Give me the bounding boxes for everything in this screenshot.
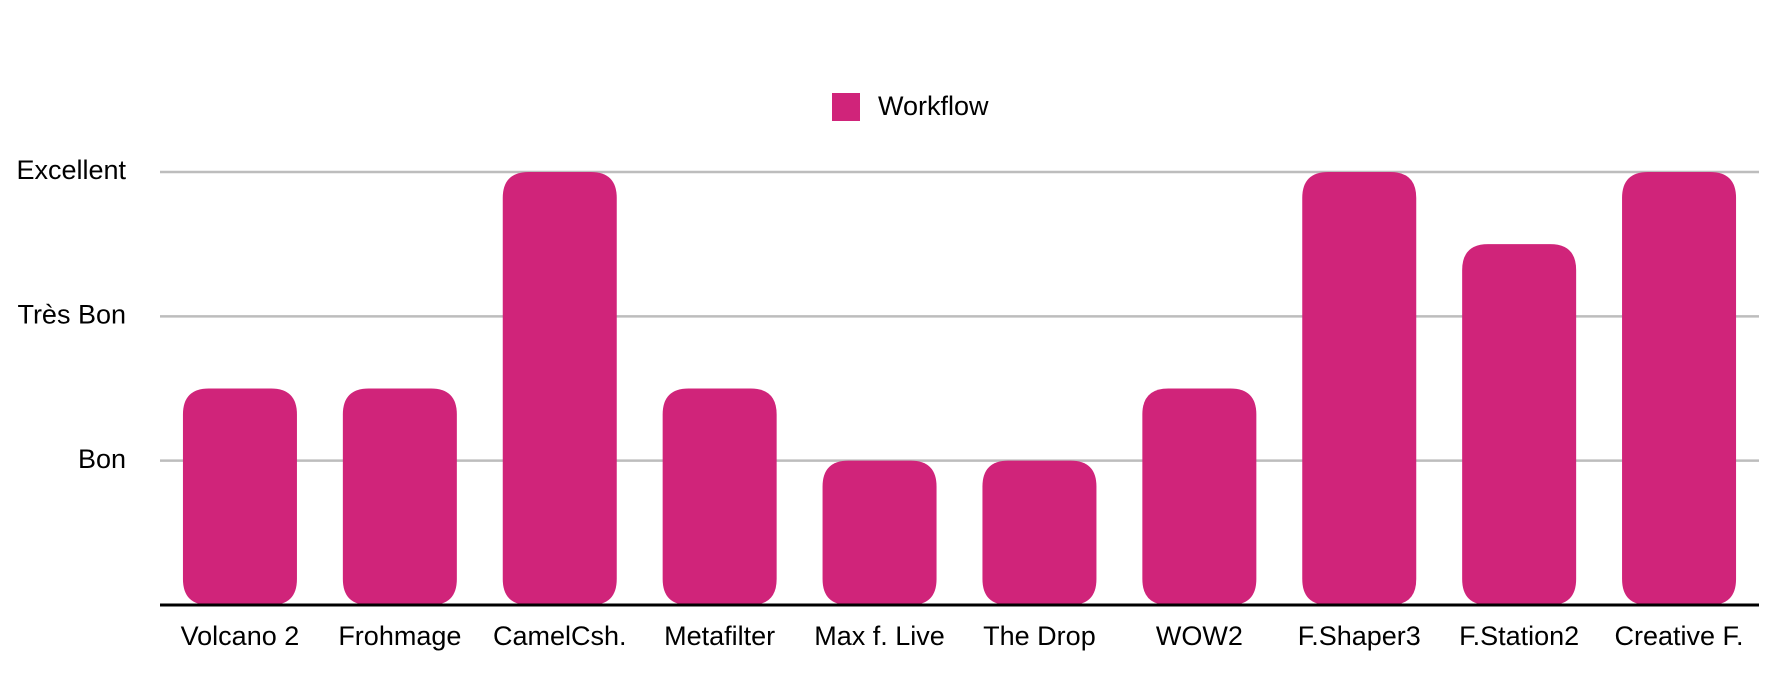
bar — [342, 388, 457, 605]
x-tick-label: Max f. Live — [814, 621, 945, 651]
x-tick-label: F.Shaper3 — [1298, 621, 1421, 651]
bar — [1302, 172, 1417, 605]
x-tick-label: Volcano 2 — [181, 621, 300, 651]
bar — [502, 172, 617, 605]
y-tick-label: Très Bon — [17, 299, 126, 329]
x-tick-label: CamelCsh. — [493, 621, 627, 651]
legend-label: Workflow — [878, 91, 989, 121]
bar — [182, 388, 297, 605]
x-tick-label: Creative F. — [1615, 621, 1744, 651]
bar — [1462, 244, 1577, 605]
bar — [1622, 172, 1737, 605]
x-tick-label: Metafilter — [664, 621, 775, 651]
bar — [662, 388, 777, 605]
bar — [982, 460, 1097, 605]
legend-swatch — [832, 93, 860, 121]
y-tick-label: Bon — [78, 444, 126, 474]
x-tick-label: WOW2 — [1156, 621, 1243, 651]
legend: Workflow — [832, 91, 989, 121]
bar — [822, 460, 937, 605]
y-tick-label: Excellent — [16, 155, 126, 185]
x-tick-label: Frohmage — [338, 621, 461, 651]
x-tick-label: The Drop — [983, 621, 1096, 651]
x-tick-label: F.Station2 — [1459, 621, 1579, 651]
bar — [1142, 388, 1257, 605]
